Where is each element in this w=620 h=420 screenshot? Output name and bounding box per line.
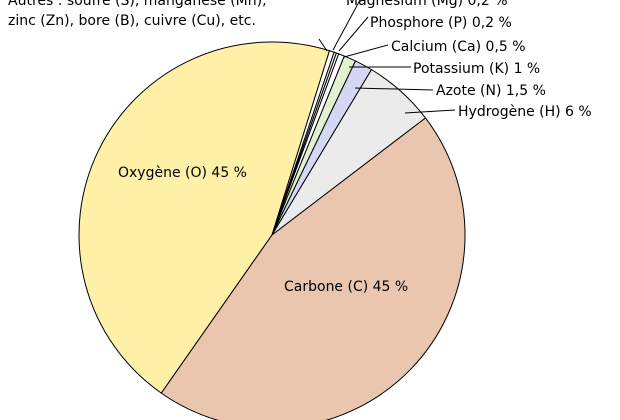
leader-line-1 — [332, 0, 361, 51]
leader-line-0 — [318, 38, 328, 52]
leader-line-6 — [404, 109, 456, 114]
label-magnesium: Magnésium (Mg) 0,2 % — [346, 0, 508, 9]
leader-line-2 — [338, 16, 369, 52]
label-carbon: Carbone (C) 45 % — [284, 279, 408, 295]
label-potassium: Potassium (K) 1 % — [413, 61, 540, 77]
pie-slice-8 — [160, 117, 466, 420]
label-others-line2: zinc (Zn), bore (B), cuivre (Cu), etc. — [8, 13, 256, 29]
pie-slice-0 — [78, 41, 330, 394]
label-others-line1: Autres : soufre (S), manganèse (Mn), — [8, 0, 267, 9]
label-phosphorus: Phosphore (P) 0,2 % — [370, 15, 512, 31]
label-hydrogen: Hydrogène (H) 6 % — [458, 104, 592, 120]
label-calcium: Calcium (Ca) 0,5 % — [391, 39, 526, 55]
leader-lines — [318, 0, 456, 114]
leader-line-3 — [343, 44, 389, 58]
leader-line-5 — [354, 87, 434, 91]
label-oxygen: Oxygène (O) 45 % — [118, 165, 247, 181]
pie-slices — [78, 41, 466, 420]
label-nitrogen: Azote (N) 1,5 % — [436, 83, 546, 99]
